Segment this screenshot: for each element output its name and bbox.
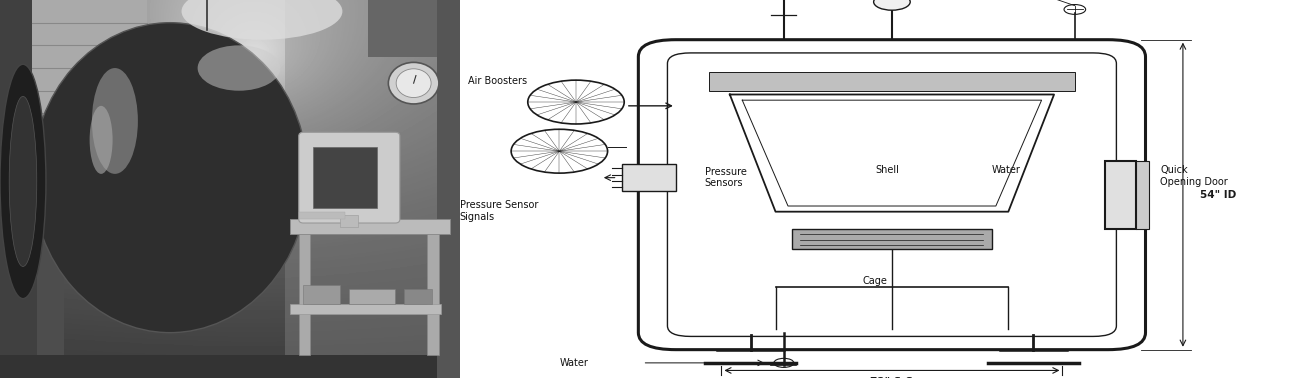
Text: Pressure Sensor
Signals: Pressure Sensor Signals <box>460 200 538 222</box>
Text: Water: Water <box>991 165 1021 175</box>
Circle shape <box>396 69 431 98</box>
Bar <box>36 0 65 378</box>
Bar <box>0 0 36 378</box>
Bar <box>289 304 442 314</box>
Bar <box>436 0 460 378</box>
Bar <box>709 72 1075 91</box>
Ellipse shape <box>182 0 342 40</box>
Circle shape <box>874 0 910 10</box>
Bar <box>340 215 359 227</box>
Bar <box>368 0 436 57</box>
Ellipse shape <box>9 96 36 266</box>
Ellipse shape <box>0 64 46 299</box>
Bar <box>298 212 345 219</box>
Bar <box>427 234 439 355</box>
Text: Pressure
Sensors: Pressure Sensors <box>705 167 746 189</box>
Bar <box>285 0 460 378</box>
Text: Cage: Cage <box>862 276 888 286</box>
Bar <box>303 285 340 304</box>
Text: 72" S-S: 72" S-S <box>870 377 914 378</box>
FancyBboxPatch shape <box>298 132 400 223</box>
Ellipse shape <box>32 23 309 333</box>
Bar <box>622 164 675 191</box>
Text: 54" ID: 54" ID <box>1199 190 1235 200</box>
Bar <box>350 289 395 304</box>
Bar <box>1105 161 1136 229</box>
Bar <box>289 219 451 234</box>
Text: Quick
Opening Door: Quick Opening Door <box>1161 165 1228 187</box>
Bar <box>404 289 432 304</box>
Circle shape <box>389 62 439 104</box>
Ellipse shape <box>198 45 280 91</box>
Text: Water: Water <box>559 358 589 368</box>
Ellipse shape <box>92 68 138 174</box>
Text: Shell: Shell <box>875 165 899 175</box>
Bar <box>0 355 460 378</box>
Text: Air Boosters: Air Boosters <box>467 76 527 86</box>
Bar <box>793 229 991 249</box>
Bar <box>298 234 310 355</box>
Bar <box>32 0 147 132</box>
Ellipse shape <box>89 106 112 174</box>
Bar <box>312 147 377 208</box>
Bar <box>1136 161 1149 229</box>
